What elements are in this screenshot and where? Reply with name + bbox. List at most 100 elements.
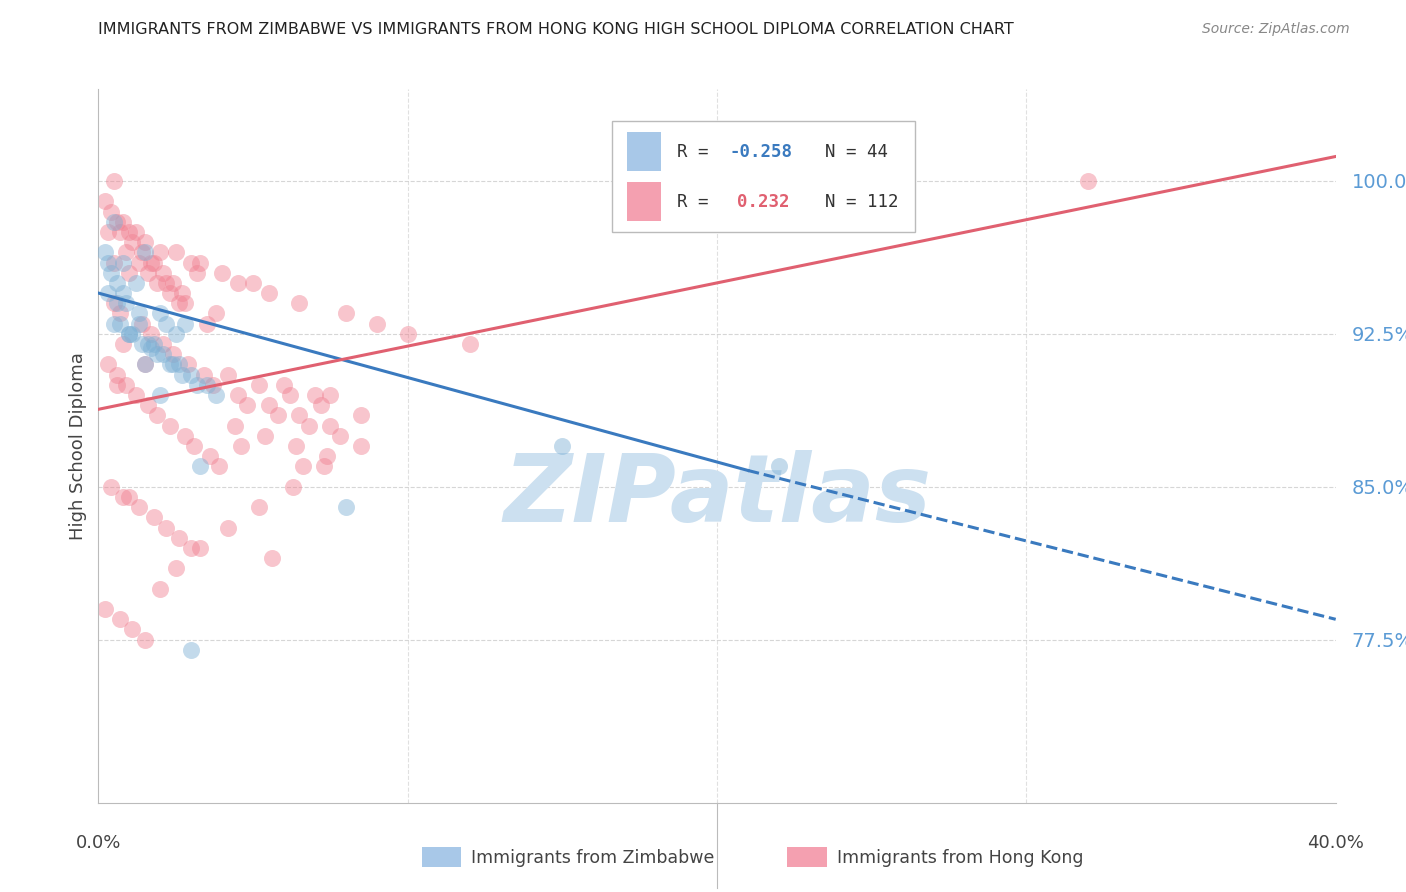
- Point: [128, 317, 150, 331]
- Point: [350, 409, 373, 423]
- Point: [152, 347, 174, 361]
- Point: [247, 500, 270, 515]
- Point: [112, 337, 135, 351]
- Point: [285, 439, 308, 453]
- Point: [136, 337, 159, 351]
- Point: [155, 276, 177, 290]
- Point: [229, 439, 252, 453]
- Point: [105, 215, 128, 229]
- Point: [152, 266, 174, 280]
- Point: [170, 368, 193, 382]
- Point: [97, 286, 120, 301]
- Point: [131, 317, 153, 331]
- Point: [139, 255, 162, 269]
- Point: [118, 225, 141, 239]
- Point: [121, 326, 143, 341]
- Text: 0.0%: 0.0%: [76, 834, 121, 852]
- Point: [236, 398, 259, 412]
- Point: [329, 429, 352, 443]
- Point: [112, 286, 135, 301]
- Point: [124, 276, 146, 290]
- Point: [115, 245, 138, 260]
- Point: [146, 409, 169, 423]
- Point: [159, 358, 181, 372]
- Point: [131, 337, 153, 351]
- Point: [208, 459, 231, 474]
- Point: [115, 296, 138, 310]
- Point: [149, 245, 172, 260]
- Point: [103, 255, 125, 269]
- Point: [186, 266, 208, 280]
- Point: [143, 337, 166, 351]
- Point: [124, 225, 146, 239]
- Point: [195, 377, 218, 392]
- Point: [108, 612, 131, 626]
- Point: [93, 602, 115, 616]
- Text: 0.232: 0.232: [737, 193, 789, 211]
- Point: [217, 520, 239, 534]
- Point: [112, 255, 135, 269]
- Point: [136, 398, 159, 412]
- Text: ZIPatlas: ZIPatlas: [503, 450, 931, 542]
- Point: [314, 459, 336, 474]
- Point: [174, 296, 197, 310]
- Point: [103, 317, 125, 331]
- Point: [205, 388, 228, 402]
- Point: [177, 358, 200, 372]
- Point: [128, 255, 150, 269]
- Point: [257, 398, 280, 412]
- Point: [768, 459, 790, 474]
- Point: [134, 358, 156, 372]
- Point: [165, 326, 187, 341]
- Point: [283, 480, 305, 494]
- Point: [97, 255, 120, 269]
- Point: [195, 317, 218, 331]
- Point: [159, 286, 181, 301]
- Point: [288, 296, 311, 310]
- Text: R =: R =: [678, 143, 720, 161]
- Point: [186, 377, 208, 392]
- Point: [100, 480, 122, 494]
- Point: [198, 449, 221, 463]
- Point: [205, 306, 228, 320]
- Point: [260, 551, 283, 566]
- Text: IMMIGRANTS FROM ZIMBABWE VS IMMIGRANTS FROM HONG KONG HIGH SCHOOL DIPLOMA CORREL: IMMIGRANTS FROM ZIMBABWE VS IMMIGRANTS F…: [98, 22, 1014, 37]
- Point: [149, 306, 172, 320]
- Point: [174, 317, 197, 331]
- Text: N = 44: N = 44: [804, 143, 887, 161]
- Point: [298, 418, 321, 433]
- Text: Immigrants from Hong Kong: Immigrants from Hong Kong: [837, 849, 1083, 867]
- Point: [273, 377, 295, 392]
- Y-axis label: High School Diploma: High School Diploma: [69, 352, 87, 540]
- Point: [167, 531, 190, 545]
- Point: [155, 520, 177, 534]
- Point: [267, 409, 290, 423]
- Point: [162, 358, 184, 372]
- Point: [93, 194, 115, 209]
- Point: [366, 317, 388, 331]
- Point: [124, 388, 146, 402]
- Point: [134, 235, 156, 249]
- Point: [190, 459, 212, 474]
- Point: [180, 541, 202, 555]
- Point: [226, 388, 249, 402]
- Point: [149, 388, 172, 402]
- Point: [247, 377, 270, 392]
- Point: [121, 235, 143, 249]
- Point: [174, 429, 197, 443]
- Point: [103, 174, 125, 188]
- Point: [108, 225, 131, 239]
- Point: [193, 368, 215, 382]
- FancyBboxPatch shape: [627, 182, 661, 221]
- Point: [100, 266, 122, 280]
- Point: [143, 255, 166, 269]
- FancyBboxPatch shape: [612, 121, 915, 232]
- Point: [396, 326, 419, 341]
- Point: [254, 429, 277, 443]
- Point: [180, 368, 202, 382]
- Point: [139, 326, 162, 341]
- Point: [103, 215, 125, 229]
- Text: N = 112: N = 112: [804, 193, 898, 211]
- Point: [152, 337, 174, 351]
- Point: [278, 388, 301, 402]
